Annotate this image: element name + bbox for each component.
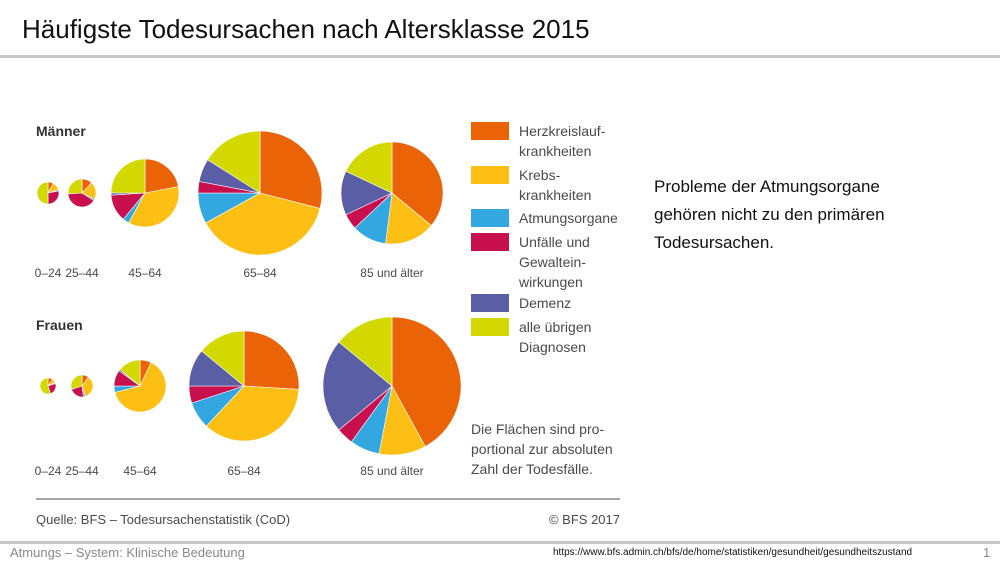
footer-source-url[interactable]: https://www.bfs.admin.ch/bfs/de/home/sta… (553, 547, 913, 558)
title-divider (0, 55, 1000, 58)
legend-label-unfall: Gewaltein- (519, 254, 586, 270)
pie-slice-unfall (47, 190, 60, 205)
pie-age-label: 0–24 (35, 464, 62, 478)
pie-slice-krebs (385, 192, 432, 245)
pie-slice-uebrige (70, 374, 83, 390)
copyright-text: © BFS 2017 (549, 512, 620, 527)
legend-swatch-uebrige (471, 318, 509, 336)
pie-slice-krebs (114, 362, 167, 413)
legend-swatch-demenz (471, 294, 509, 312)
pie-slice-herz (391, 316, 462, 447)
pie-slice-uebrige (119, 359, 141, 387)
note-text: Probleme der Atmungsorgane gehören nicht… (654, 173, 954, 257)
note-line: Probleme der Atmungsorgane (654, 177, 880, 196)
pie-slice-herz (259, 130, 323, 209)
area-note-line: Die Flächen sind pro- (471, 421, 604, 437)
legend-label-uebrige: Diagnosen (519, 339, 586, 355)
pie-slice-herz (144, 158, 179, 194)
legend-label-unfall: Unfälle und (519, 234, 590, 250)
pie-slice-uebrige (345, 141, 393, 194)
legend-label-uebrige: alle übrigen (519, 319, 591, 335)
pie-slice-unfall (67, 192, 95, 208)
pie-age-label: 65–84 (243, 266, 277, 280)
pie-slice-uebrige (110, 158, 146, 194)
pie-age-label: 85 und älter (360, 464, 423, 478)
group-header: Männer (36, 123, 86, 139)
pie-slice-uebrige (39, 377, 51, 395)
legend-label-krebs: krankheiten (519, 187, 591, 203)
pie-slice-herz (243, 330, 300, 390)
legend-swatch-unfall (471, 233, 509, 251)
legend-label-atmung: Atmungsorgane (519, 210, 618, 226)
pie-age-label: 0–24 (35, 266, 62, 280)
legend-swatch-herz (471, 122, 509, 140)
pie-age-label: 45–64 (128, 266, 162, 280)
legend-label-unfall: wirkungen (518, 274, 583, 290)
pie-age-label: 25–44 (65, 464, 99, 478)
group-header: Frauen (36, 317, 83, 333)
pie-age-label: 45–64 (123, 464, 157, 478)
pie-age-label: 85 und älter (360, 266, 423, 280)
legend-swatch-atmung (471, 209, 509, 227)
footer-topic: Atmungs – System: Klinische Bedeutung (10, 545, 245, 560)
pie-slice-uebrige (67, 178, 83, 195)
area-note-line: Zahl der Todesfälle. (471, 461, 593, 477)
pie-age-label: 25–44 (65, 266, 99, 280)
pie-slice-uebrige (207, 130, 261, 194)
note-line: gehören nicht zu den primären (654, 205, 885, 224)
pie-slice-uebrige (201, 330, 245, 387)
slide-title: Häufigste Todesursachen nach Altersklass… (22, 14, 590, 44)
area-note-line: portional zur absoluten (471, 441, 613, 457)
legend-label-krebs: Krebs- (519, 167, 561, 183)
legend-swatch-krebs (471, 166, 509, 184)
pie-slice-krebs (205, 192, 321, 256)
page-number: 1 (983, 545, 991, 560)
pie-slice-krebs (205, 385, 300, 442)
pie-slice-herz (391, 141, 444, 226)
pie-slice-krebs (128, 186, 180, 228)
legend-label-herz: krankheiten (519, 143, 591, 159)
pie-slice-demenz (322, 341, 393, 431)
note-line: Todesursachen. (654, 233, 775, 252)
pie-age-label: 65–84 (227, 464, 261, 478)
legend-label-herz: Herzkreislauf- (519, 123, 606, 139)
pie-slice-krebs (81, 376, 94, 397)
pie-slice-uebrige (36, 181, 49, 205)
source-text: Quelle: BFS – Todesursachenstatistik (Co… (36, 512, 290, 527)
footer-divider (0, 541, 1000, 544)
pie-slice-uebrige (338, 316, 393, 387)
legend-label-demenz: Demenz (519, 295, 571, 311)
